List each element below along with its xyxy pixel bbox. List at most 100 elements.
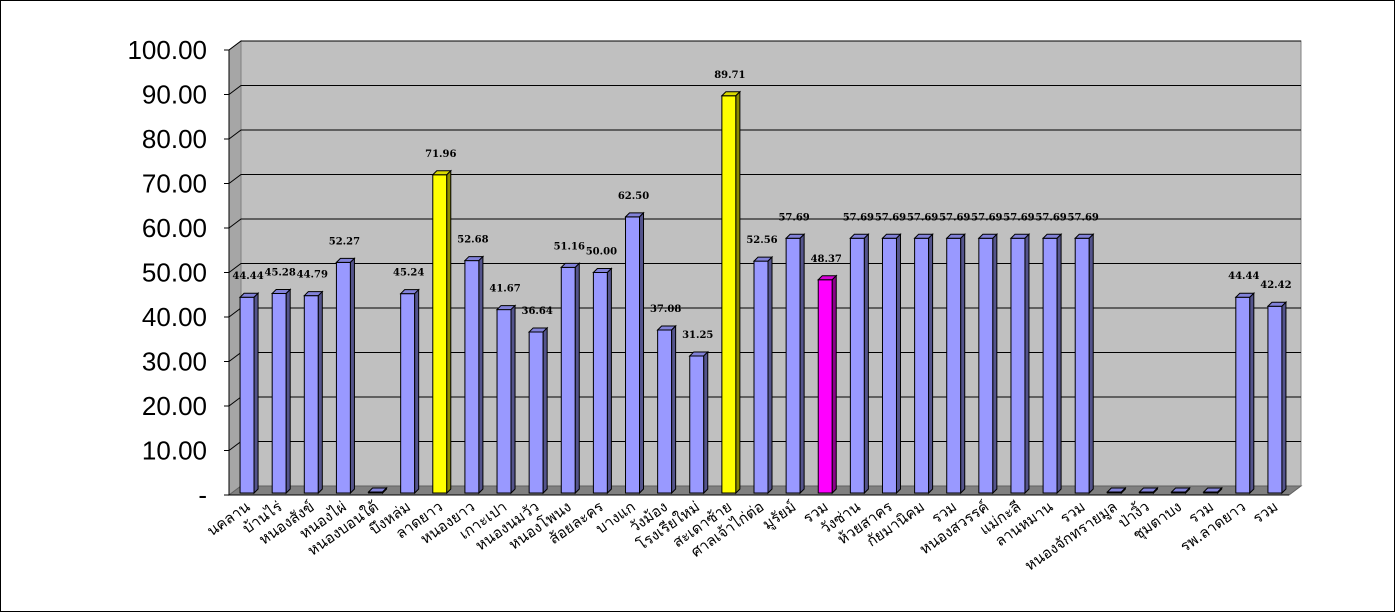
bar <box>560 262 581 495</box>
bar-front <box>946 237 962 494</box>
bar <box>495 304 517 495</box>
bar <box>817 274 838 495</box>
bar-front <box>239 296 255 494</box>
data-label: 36.64 <box>521 306 552 317</box>
bar <box>720 90 742 495</box>
data-label: 44.79 <box>297 270 328 281</box>
bar-front <box>464 260 480 494</box>
bar <box>881 233 902 495</box>
bar-side <box>863 233 869 495</box>
data-label: 50.00 <box>586 247 617 258</box>
bar <box>656 324 677 495</box>
data-label: 57.69 <box>843 212 874 223</box>
data-label: 51.16 <box>554 241 585 252</box>
bar-side <box>1185 486 1191 495</box>
bar-side <box>1249 292 1255 495</box>
data-label: 31.25 <box>682 330 713 341</box>
data-label: 52.56 <box>746 235 777 246</box>
data-label: 71.96 <box>425 149 456 160</box>
bar-front <box>657 329 673 494</box>
bar-front <box>400 293 416 494</box>
bar-front <box>721 95 737 494</box>
y-tick-label: 60.00 <box>142 213 207 243</box>
y-tick-label: 30.00 <box>142 347 207 377</box>
bar-side <box>285 288 291 495</box>
bar-front <box>978 237 994 494</box>
bar-front <box>271 293 287 494</box>
bar <box>1170 486 1191 495</box>
bar <box>592 267 613 495</box>
bar-front <box>785 237 801 494</box>
bar-side <box>1152 486 1158 495</box>
y-tick-label: 100.00 <box>127 35 207 65</box>
bar-side <box>831 274 837 495</box>
bar-front <box>1267 305 1283 494</box>
bar-front <box>849 237 865 494</box>
bar <box>1074 233 1095 495</box>
y-tick-label: 10.00 <box>142 436 207 466</box>
y-axis-ticks: - 10.00 20.00 30.00 40.00 50.00 60.00 70.00 80.0… <box>127 35 207 510</box>
bars <box>238 90 1288 495</box>
bar <box>1009 233 1031 495</box>
data-label: 45.24 <box>393 268 424 279</box>
y-tick-label: 50.00 <box>142 258 207 288</box>
bar-front <box>881 237 897 494</box>
gridline <box>228 218 1301 229</box>
bar-front <box>592 272 608 494</box>
bar <box>238 292 260 495</box>
y-tick-label: 20.00 <box>142 391 207 421</box>
bar-side <box>639 211 645 495</box>
bar-side <box>960 233 966 495</box>
gridline <box>228 174 1301 184</box>
gridline <box>228 129 1301 140</box>
data-label: 44.44 <box>1228 271 1259 282</box>
bar-side <box>317 290 323 495</box>
data-label: 44.44 <box>232 271 263 282</box>
data-label: 52.27 <box>329 236 360 247</box>
bar-side <box>606 267 612 495</box>
x-tick-label: รพ.ลาดยาว <box>1177 498 1249 556</box>
bar <box>463 255 485 495</box>
bar <box>977 233 999 495</box>
x-tick-label: มูรัยม์ <box>759 498 799 534</box>
gridline <box>228 85 1301 95</box>
bar-side <box>1088 233 1094 495</box>
bar <box>431 169 452 495</box>
bar-side <box>382 486 388 495</box>
data-label: 57.69 <box>1068 212 1099 223</box>
bar <box>1041 233 1063 495</box>
bar-front <box>817 279 833 494</box>
bar-side <box>735 90 741 495</box>
bar-side <box>510 304 516 495</box>
data-label: 57.69 <box>778 212 809 223</box>
bar-front <box>335 261 351 494</box>
data-label: 57.69 <box>971 212 1002 223</box>
data-label: 57.69 <box>939 212 970 223</box>
data-label: 37.08 <box>650 304 681 315</box>
bar-side <box>1024 233 1030 495</box>
bar-side <box>992 233 998 495</box>
bar-front <box>625 216 641 494</box>
bar <box>270 288 292 495</box>
y-tick-label: 40.00 <box>142 302 207 332</box>
bar-side <box>574 262 580 495</box>
data-label: 57.69 <box>1003 212 1034 223</box>
data-labels: 44.44 45.28 44.7952.2745.2471.9652.6841.67… <box>232 70 1291 341</box>
bar-front <box>753 260 769 494</box>
data-label: 45.28 <box>265 268 296 279</box>
y-tick-label: 90.00 <box>142 80 207 110</box>
bar-side <box>414 288 420 495</box>
y-tick-label: 80.00 <box>142 124 207 154</box>
bar-front <box>528 331 544 494</box>
bar <box>367 486 388 495</box>
bar-side <box>1217 486 1223 495</box>
bar <box>335 257 356 495</box>
bar-side <box>478 255 484 495</box>
data-label: 89.71 <box>714 70 745 81</box>
bar-front <box>1042 237 1058 494</box>
bar-side <box>671 324 677 495</box>
bar-front <box>496 309 512 494</box>
bar-side <box>349 257 355 495</box>
bar <box>1234 292 1256 495</box>
bar-side <box>895 233 901 495</box>
